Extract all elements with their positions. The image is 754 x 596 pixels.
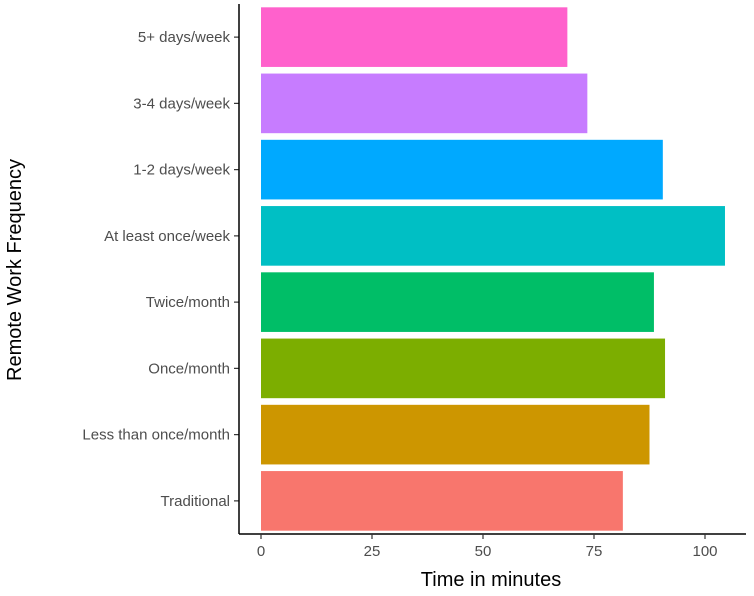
y-axis: Traditional Less than once/month Once/mont… — [82, 4, 240, 534]
y-tick-label: Twice/month — [146, 294, 230, 311]
x-tick-label: 50 — [475, 543, 492, 560]
bar — [261, 338, 666, 399]
x-tick-label: 75 — [586, 543, 603, 560]
bar — [261, 404, 650, 465]
x-tick-label: 25 — [364, 543, 381, 560]
y-tick-label: 5+ days/week — [138, 29, 231, 46]
y-tick-label: 3-4 days/week — [133, 95, 230, 112]
bars-group — [261, 7, 725, 531]
y-tick-label: Less than once/month — [82, 427, 230, 444]
bar — [261, 272, 654, 332]
y-tick-label: Traditional — [161, 493, 230, 510]
x-tick-label: 0 — [257, 543, 265, 560]
bar — [261, 139, 663, 200]
y-tick-label: 1-2 days/week — [133, 162, 230, 179]
y-axis-title: Remote Work Frequency — [4, 159, 26, 381]
x-tick-label: 100 — [692, 543, 717, 560]
y-tick-label: At least once/week — [104, 228, 230, 245]
y-tick-label: Once/month — [148, 360, 230, 377]
x-axis-title: Time in minutes — [421, 569, 561, 591]
bar — [261, 471, 623, 531]
x-axis: 0 25 50 75 100 — [239, 533, 746, 560]
bar — [261, 7, 568, 67]
bar — [261, 73, 588, 134]
bar — [261, 206, 725, 266]
